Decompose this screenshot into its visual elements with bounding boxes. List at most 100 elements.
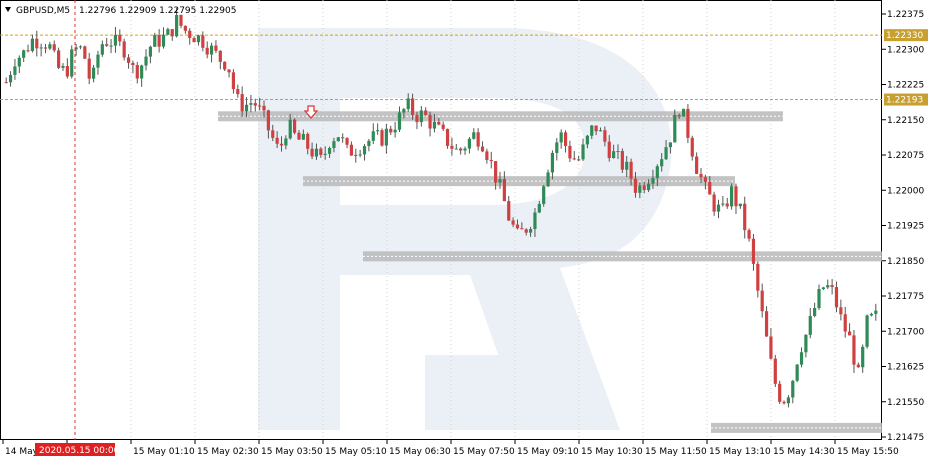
- candle-body: [201, 35, 205, 48]
- candle-body: [362, 146, 367, 155]
- candle-body: [266, 110, 270, 131]
- candle-body: [594, 125, 598, 132]
- candle-body: [188, 30, 192, 39]
- candle-body: [288, 119, 292, 139]
- x-tick-label: 15 May 01:10: [133, 447, 195, 457]
- candle-body: [515, 224, 520, 229]
- candle-body: [808, 316, 812, 335]
- candle-body: [310, 148, 314, 157]
- candle-body: [865, 315, 869, 347]
- candle-body: [764, 311, 769, 337]
- candle-body: [367, 140, 371, 147]
- candle-body: [459, 148, 463, 151]
- candle-body: [341, 137, 345, 139]
- candle-body: [74, 47, 78, 50]
- candle-body: [113, 34, 118, 46]
- candle-body: [384, 128, 388, 146]
- candle-body: [454, 148, 458, 150]
- candle-body: [603, 130, 607, 142]
- y-tick-label: 1.22375: [887, 10, 924, 20]
- candle-body: [8, 74, 13, 83]
- x-tick-label: 15 May 06:30: [389, 447, 451, 457]
- candle-body: [507, 201, 511, 221]
- candle-body: [157, 35, 161, 47]
- candle-body: [57, 50, 61, 68]
- candle-body: [166, 29, 170, 35]
- candle-body: [725, 203, 729, 207]
- candle-body: [183, 25, 187, 31]
- candle-body: [664, 147, 668, 160]
- candle-body: [371, 131, 375, 141]
- arrow-down-icon[interactable]: [303, 105, 319, 119]
- candle-body: [467, 138, 472, 149]
- candle-body: [393, 129, 397, 133]
- candle-body: [43, 47, 48, 49]
- candle-body: [498, 179, 502, 183]
- x-tick-label: 15 May 09:10: [517, 447, 579, 457]
- candle-body: [78, 46, 83, 48]
- y-tick-label: 1.22225: [887, 81, 924, 91]
- candle-body: [489, 159, 493, 162]
- candle-body: [743, 203, 747, 231]
- candle-body: [402, 109, 406, 113]
- candle-body: [306, 133, 310, 149]
- candle-body: [437, 121, 441, 125]
- candle-body: [756, 263, 760, 291]
- candle-body: [494, 161, 498, 183]
- candle-body: [821, 287, 825, 290]
- candle-body: [122, 41, 126, 58]
- candle-body: [738, 203, 742, 207]
- time-axis[interactable]: 14 May 15 May 01:10 15 May 02:30 15 May 03:…: [2, 440, 899, 457]
- candle-body: [87, 58, 91, 79]
- candle-body: [677, 115, 681, 117]
- y-tick-label: 1.21475: [887, 433, 924, 443]
- candle-body: [52, 44, 56, 51]
- y-tick-label: 1.21550: [887, 398, 924, 408]
- candle-body: [773, 358, 777, 384]
- x-tick-label: 15 May 13:10: [709, 447, 771, 457]
- candle-body: [625, 161, 629, 170]
- candle-body: [196, 35, 201, 43]
- candle-body: [642, 185, 646, 191]
- candle-body: [253, 103, 257, 106]
- candle-body: [463, 148, 467, 151]
- candle-body: [140, 65, 144, 79]
- x-tick-label: 15 May 11:50: [645, 447, 707, 457]
- y-tick-label: 1.22075: [887, 151, 924, 161]
- candle-body: [638, 185, 642, 193]
- price-level-label: 1.22193: [886, 96, 923, 106]
- price-axis[interactable]: 1.22375 1.22300 1.22225 1.22150 1.22075 1.220…: [882, 10, 928, 443]
- candle-body: [39, 47, 43, 49]
- candle-body: [760, 290, 764, 312]
- candle-body: [26, 50, 30, 52]
- candle-body: [681, 108, 686, 117]
- candle-body: [450, 145, 454, 149]
- candle-body: [445, 128, 450, 146]
- price-level-tag: [884, 29, 928, 42]
- crosshair-time-label: 2020.05.15 00:00: [39, 446, 120, 456]
- candle-body: [297, 132, 301, 140]
- candle-body: [834, 287, 839, 308]
- y-tick-label: 1.21700: [887, 327, 924, 337]
- candle-body: [472, 132, 476, 139]
- x-tick-label: 15 May 07:50: [453, 447, 515, 457]
- candle-body: [441, 124, 445, 129]
- candle-body: [258, 105, 262, 107]
- candle-body: [415, 115, 419, 123]
- triangle-down-icon[interactable]: [5, 7, 11, 12]
- candle-body: [96, 54, 100, 68]
- candle-body: [192, 38, 196, 43]
- candle-body: [153, 35, 157, 47]
- ohlc-values: 1.22796 1.22909 1.22795 1.22905: [79, 6, 236, 16]
- zones-layer: [218, 111, 882, 433]
- candle-body: [550, 152, 555, 173]
- candle-body: [323, 153, 327, 155]
- candle-body: [791, 380, 795, 398]
- candle-body: [673, 115, 677, 143]
- price-levels-layer: [0, 34, 882, 101]
- candle-body: [135, 65, 139, 79]
- candle-body: [410, 98, 415, 116]
- candle-body: [524, 229, 528, 233]
